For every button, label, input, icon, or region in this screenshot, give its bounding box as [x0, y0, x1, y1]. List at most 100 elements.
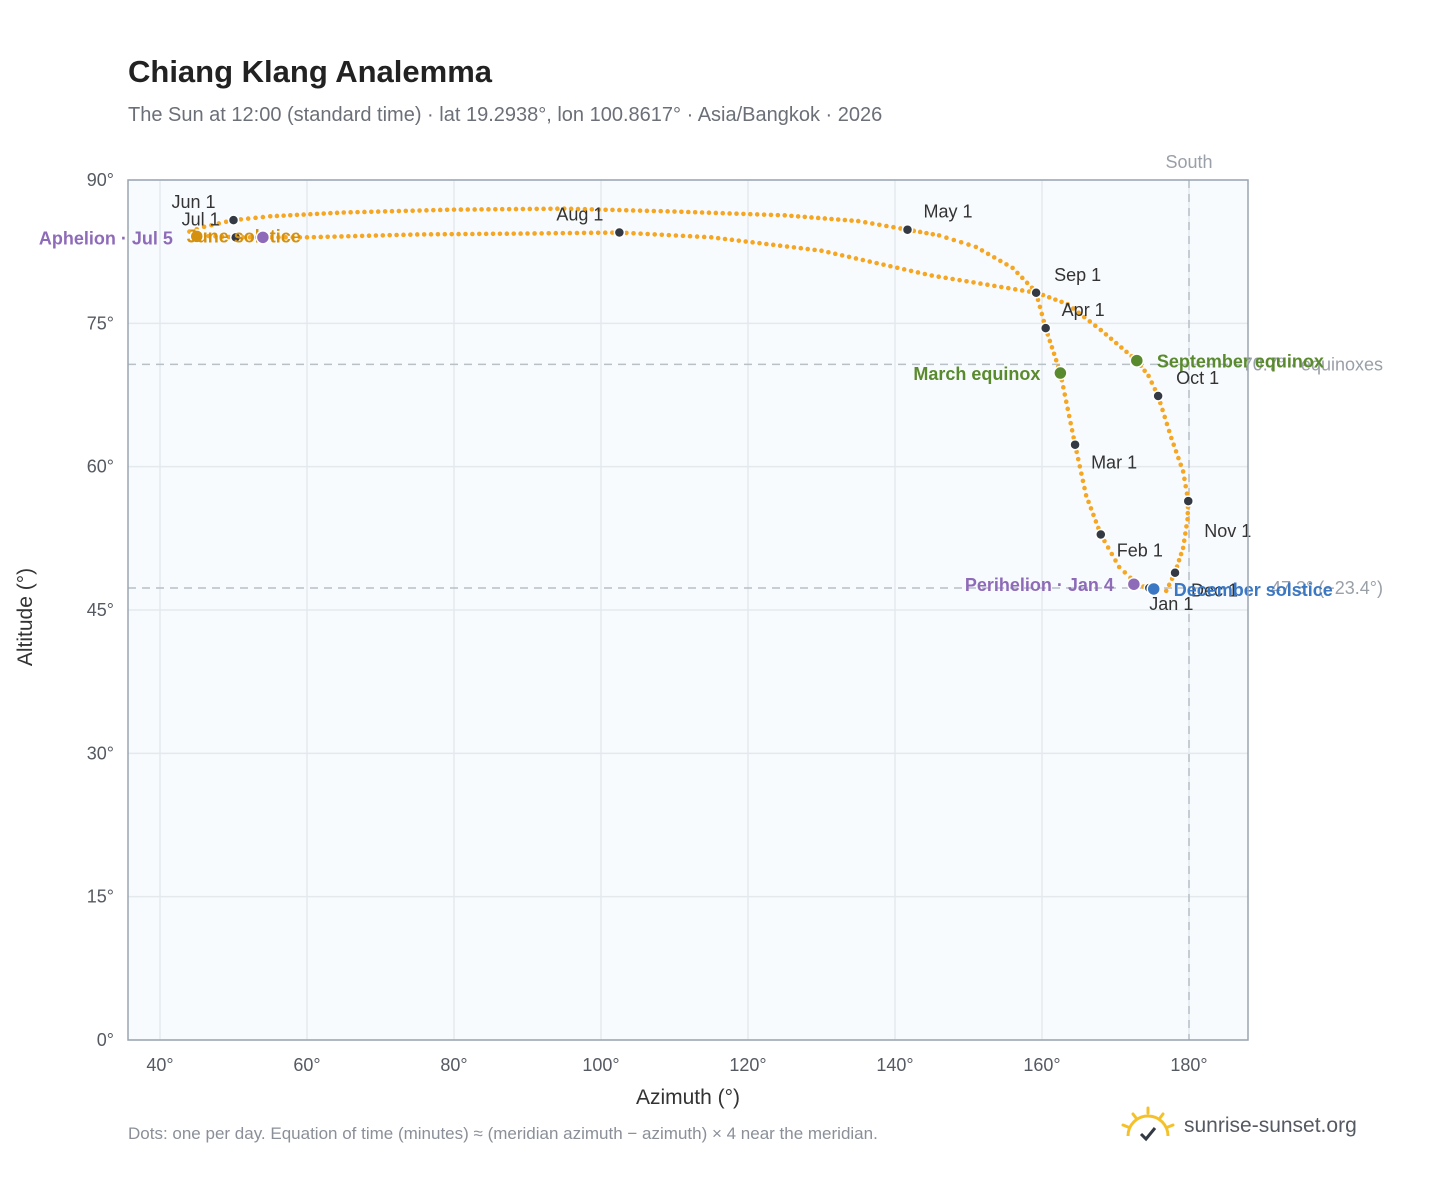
day-dot [387, 232, 392, 238]
day-dot [860, 257, 866, 263]
chart-title: Chiang Klang Analemma [128, 54, 493, 89]
y-tick-label: 30° [87, 743, 114, 763]
day-dot [729, 237, 735, 243]
month-label: Apr 1 [1062, 300, 1105, 320]
event-marker [189, 229, 204, 244]
day-dot [281, 213, 286, 218]
day-dot [846, 254, 852, 260]
day-dot [971, 280, 976, 285]
day-dot [1166, 428, 1172, 434]
day-dot [1113, 558, 1118, 563]
day-dot [546, 230, 552, 236]
day-dot [1119, 345, 1124, 350]
day-dot [979, 248, 985, 253]
reference-label: South [1165, 152, 1212, 172]
day-dot [747, 211, 753, 217]
day-dot [206, 233, 212, 239]
day-dot [1015, 270, 1020, 276]
day-dot [637, 208, 643, 213]
day-dot [553, 230, 559, 236]
day-dot [692, 209, 698, 215]
day-dot [1092, 323, 1098, 329]
day-dot [922, 271, 928, 277]
day-dot [366, 233, 372, 239]
day-dot [924, 230, 929, 236]
day-dot [408, 232, 413, 237]
day-dot [638, 231, 643, 236]
day-dot [853, 256, 859, 261]
y-axis-title: Altitude (°) [14, 568, 37, 666]
day-dot [891, 224, 896, 230]
day-dot [706, 210, 712, 216]
day-dot [504, 231, 510, 236]
day-dot [754, 212, 760, 217]
chart-subtitle: The Sun at 12:00 (standard time) · lat 1… [128, 104, 883, 126]
day-dot [802, 214, 808, 220]
day-dot [1062, 392, 1068, 397]
day-dot [1184, 491, 1190, 496]
brand[interactable]: sunrise-sunset.org [1120, 1104, 1357, 1148]
day-dot [201, 224, 207, 230]
day-dot [1047, 338, 1053, 344]
day-dot [437, 207, 443, 213]
month-label: Jan 1 [1149, 594, 1193, 614]
day-dot [784, 244, 790, 249]
day-dot [348, 210, 353, 215]
day-dot [1173, 449, 1179, 454]
day-dot [568, 206, 574, 212]
day-dot [1098, 327, 1104, 333]
day-dot [394, 232, 399, 238]
day-dot [867, 259, 873, 264]
day-dot [915, 270, 921, 275]
day-dot [888, 263, 893, 269]
day-dot [209, 222, 214, 228]
day-dot [822, 216, 828, 221]
day-dot [269, 235, 274, 240]
day-dot [720, 210, 726, 216]
day-dot [1069, 428, 1075, 433]
day-dot [1109, 551, 1115, 557]
day-dot [1116, 564, 1122, 570]
day-dot [1026, 289, 1032, 294]
day-dot [362, 209, 367, 215]
day-dot [944, 235, 949, 241]
day-dot [1184, 524, 1189, 529]
day-dot [449, 231, 455, 237]
day-dot [1074, 449, 1079, 455]
day-dot [589, 207, 595, 212]
day-dot [328, 210, 333, 216]
day-dot [672, 209, 677, 214]
day-dot [581, 230, 587, 236]
day-dot [1040, 292, 1046, 298]
x-tick-label: 120° [729, 1055, 766, 1075]
day-dot [741, 211, 746, 217]
day-dot [1068, 420, 1073, 426]
day-dot [321, 211, 327, 216]
day-dot [1065, 301, 1071, 307]
month-marker [227, 214, 240, 226]
day-dot [532, 231, 537, 236]
event-markers: March equinox September equinox June solst… [39, 226, 1333, 600]
day-dot [1164, 421, 1170, 427]
day-dot [428, 232, 434, 237]
day-dot [1180, 469, 1186, 474]
event-marker [1129, 353, 1145, 368]
event-marker [1053, 365, 1068, 381]
day-dot [1122, 570, 1128, 575]
day-dot [881, 262, 886, 267]
day-dot [964, 278, 969, 284]
day-dot [884, 223, 889, 229]
day-dot [1087, 319, 1093, 324]
day-dot [826, 249, 831, 255]
day-dot [835, 217, 841, 222]
day-dot [652, 232, 658, 237]
day-dot [1020, 275, 1025, 281]
day-dot [1035, 297, 1041, 303]
month-marker [901, 223, 914, 236]
month-label: Aug 1 [556, 205, 603, 225]
reference-lines: South 70.7° · equinoxes 47.3° (−23.4°) [128, 152, 1383, 1040]
day-dot [582, 206, 588, 212]
day-dot [567, 230, 573, 236]
day-dot [346, 233, 351, 239]
